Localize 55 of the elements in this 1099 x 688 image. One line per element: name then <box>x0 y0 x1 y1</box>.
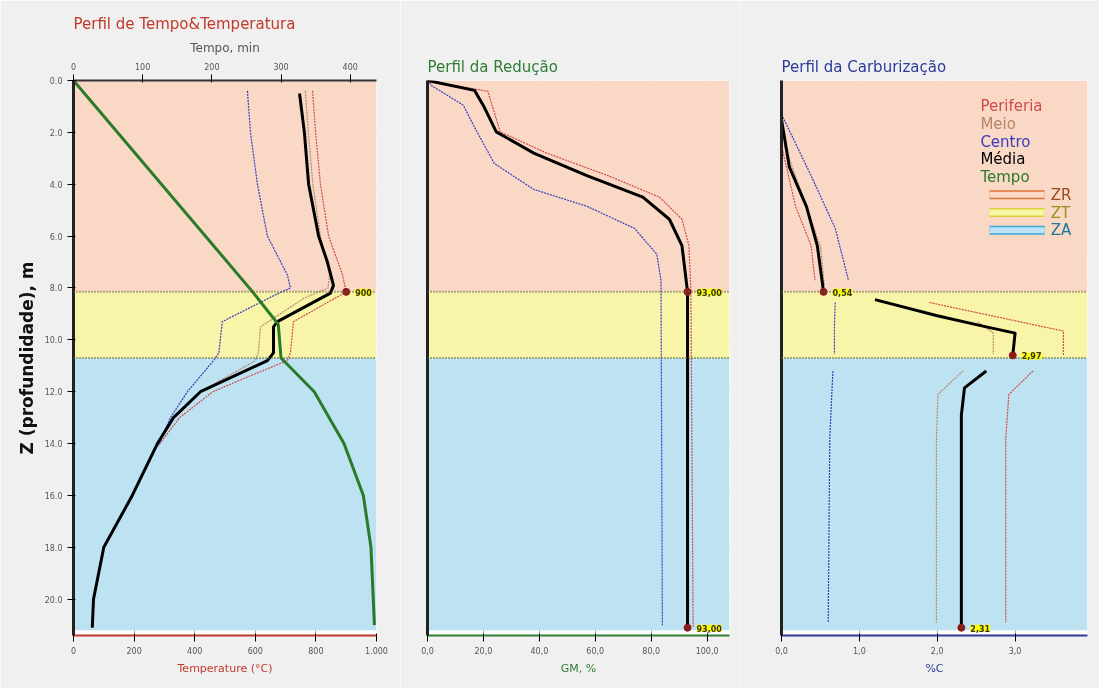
y-tick-label: 6.0 <box>49 232 63 242</box>
x2-tick-label: 100 <box>135 62 151 72</box>
y-tick-label: 10.0 <box>44 336 63 346</box>
x-tick-label: 400 <box>187 646 203 656</box>
y-axis-title: Z (profundidade), m <box>16 261 37 455</box>
y-tick-label: 20.0 <box>44 595 63 605</box>
y-tick-label: 8.0 <box>49 284 63 294</box>
y-tick-label: 12.0 <box>44 388 63 398</box>
x-tick-label: 2,0 <box>930 646 944 656</box>
legend-label: ZT <box>1050 203 1072 222</box>
x-tick-label: 0,0 <box>421 646 434 656</box>
annotation: 2,31 <box>970 624 991 634</box>
x-axis-title: Temperature (°C) <box>176 661 273 675</box>
line-series <box>90 91 335 630</box>
line-series <box>157 90 292 447</box>
x2-axis-title: Tempo, min <box>189 40 260 55</box>
x-tick-label: 0,0 <box>775 646 788 656</box>
y-tick-label: 4.0 <box>49 180 63 190</box>
x2-tick-label: 200 <box>204 62 220 72</box>
y-tick-label: 14.0 <box>44 440 63 450</box>
x-axis-title: GM, % <box>560 661 597 675</box>
band-label: ZR <box>1050 185 1072 204</box>
x-tick-label: 1.000 <box>365 646 388 656</box>
x2-tick-label: 400 <box>342 62 358 72</box>
y-tick-label: 0.0 <box>49 77 63 86</box>
x2-tick-label: 300 <box>273 62 289 72</box>
annotation: 0,54 <box>832 288 853 298</box>
legend-label: ZA <box>1050 221 1073 240</box>
y-tick-label: 16.0 <box>44 491 63 501</box>
chart-title: Perfil da Redução <box>427 57 558 76</box>
x-tick-label: 3,0 <box>1008 646 1022 656</box>
chart-title: Perfil de Tempo&Temperatura <box>73 14 296 33</box>
x-tick-label: 1,0 <box>853 646 866 656</box>
y-tick-label: 2.0 <box>49 128 63 138</box>
text: Periferia <box>980 97 1043 116</box>
x-tick-label: 100,0 <box>695 646 719 656</box>
annotation: 93,00 <box>696 624 723 634</box>
x-tick-label: 800 <box>308 646 324 656</box>
x-tick-label: 20,0 <box>474 646 493 656</box>
text: Tempo <box>979 168 1030 187</box>
x-tick-label: 0 <box>70 646 77 656</box>
text: Meio <box>980 114 1016 133</box>
annotation: 900 <box>355 288 373 298</box>
chart-title: Perfil da Carburização <box>781 57 947 76</box>
x-tick-label: 200 <box>126 646 142 656</box>
annotation: 93,00 <box>696 288 723 298</box>
x-tick-label: 60,0 <box>586 646 605 656</box>
x2-tick-label: 0 <box>70 62 77 72</box>
x-axis-title: %C <box>925 661 944 675</box>
x-tick-label: 600 <box>247 646 263 656</box>
text: Centro <box>980 132 1031 151</box>
text: Média <box>980 150 1026 169</box>
y-tick-label: 18.0 <box>44 543 63 553</box>
x-tick-label: 40,0 <box>530 646 549 656</box>
x-tick-label: 80,0 <box>642 646 661 656</box>
